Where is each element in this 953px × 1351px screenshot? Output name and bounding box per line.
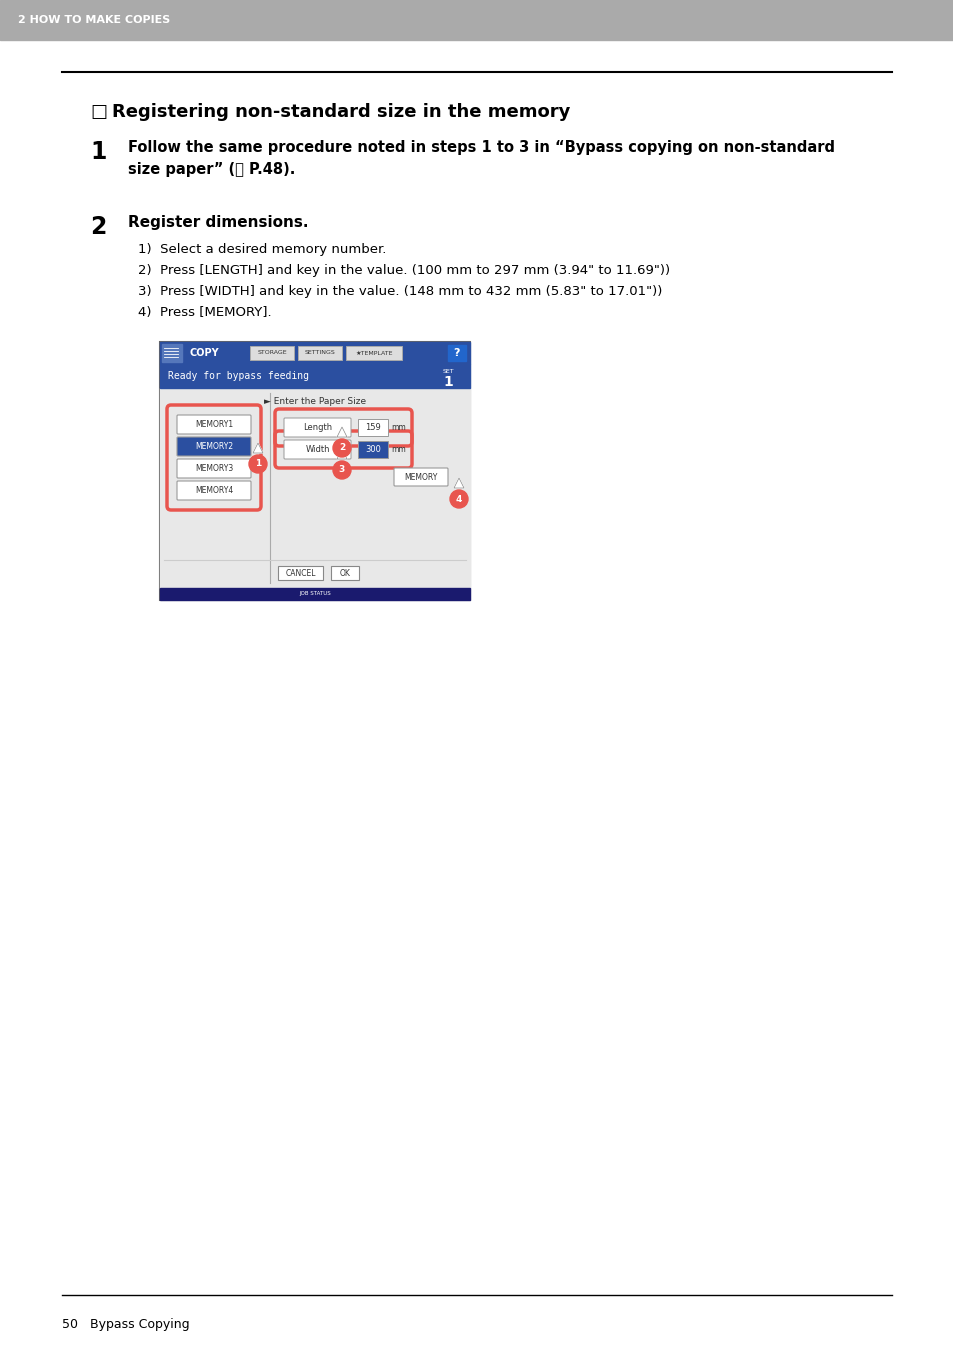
Bar [162, 345, 182, 362]
Bar [160, 588, 470, 600]
Text: Length: Length [303, 423, 332, 432]
Text: 2: 2 [338, 443, 345, 453]
Text: MEMORY2: MEMORY2 [194, 442, 233, 451]
Circle shape [333, 439, 351, 457]
Circle shape [249, 455, 267, 473]
Text: 1)  Select a desired memory number.: 1) Select a desired memory number. [138, 243, 386, 255]
Text: 2: 2 [90, 215, 107, 239]
Bar [160, 363, 470, 388]
Text: 1: 1 [254, 459, 261, 469]
Text: 2 HOW TO MAKE COPIES: 2 HOW TO MAKE COPIES [18, 15, 170, 26]
Text: □: □ [90, 103, 107, 122]
Text: ★TEMPLATE: ★TEMPLATE [355, 350, 393, 355]
FancyBboxPatch shape [394, 467, 448, 486]
Polygon shape [454, 478, 463, 488]
Text: Follow the same procedure noted in steps 1 to 3 in “Bypass copying on non-standa: Follow the same procedure noted in steps… [128, 141, 834, 155]
Text: MEMORY3: MEMORY3 [194, 463, 233, 473]
Bar [160, 342, 470, 363]
FancyBboxPatch shape [177, 436, 251, 457]
FancyBboxPatch shape [177, 481, 251, 500]
Text: Registering non-standard size in the memory: Registering non-standard size in the mem… [112, 103, 570, 122]
Circle shape [333, 461, 351, 480]
Text: 4)  Press [MEMORY].: 4) Press [MEMORY]. [138, 305, 272, 319]
Polygon shape [336, 449, 347, 459]
Text: 159: 159 [365, 423, 380, 432]
Text: SETTINGS: SETTINGS [304, 350, 335, 355]
FancyBboxPatch shape [284, 440, 351, 459]
Text: STORAGE: STORAGE [257, 350, 287, 355]
Bar [357, 419, 388, 436]
Bar [448, 345, 465, 361]
Polygon shape [336, 427, 347, 436]
Text: 300: 300 [365, 444, 380, 454]
Text: Width: Width [305, 444, 330, 454]
Text: SET: SET [442, 369, 454, 374]
Bar [160, 342, 470, 600]
Polygon shape [253, 443, 263, 453]
Text: MEMORY1: MEMORY1 [194, 420, 233, 430]
Text: Register dimensions.: Register dimensions. [128, 215, 308, 230]
Text: mm: mm [391, 423, 405, 432]
Text: 2)  Press [LENGTH] and key in the value. (100 mm to 297 mm (3.94" to 11.69")): 2) Press [LENGTH] and key in the value. … [138, 263, 669, 277]
FancyBboxPatch shape [177, 459, 251, 478]
Bar [346, 346, 401, 359]
Text: 1: 1 [442, 376, 453, 389]
Text: JOB STATUS: JOB STATUS [299, 592, 331, 597]
Text: MEMORY4: MEMORY4 [194, 486, 233, 494]
Text: COPY: COPY [190, 349, 219, 358]
Text: size paper” (⎙ P.48).: size paper” (⎙ P.48). [128, 162, 295, 177]
Text: 3: 3 [338, 466, 345, 474]
Bar [331, 566, 358, 580]
Circle shape [450, 490, 468, 508]
FancyBboxPatch shape [177, 415, 251, 434]
Text: Ready for bypass feeding: Ready for bypass feeding [168, 372, 309, 381]
Text: 4: 4 [456, 494, 461, 504]
Text: ?: ? [454, 349, 459, 358]
Text: MEMORY: MEMORY [404, 473, 437, 481]
Bar [0, 0, 953, 41]
Text: 50   Bypass Copying: 50 Bypass Copying [62, 1319, 190, 1331]
Text: ► Enter the Paper Size: ► Enter the Paper Size [264, 397, 366, 407]
Bar [277, 566, 323, 580]
Text: CANCEL: CANCEL [285, 569, 315, 577]
Bar [250, 346, 294, 359]
Bar [160, 388, 470, 588]
Text: 3)  Press [WIDTH] and key in the value. (148 mm to 432 mm (5.83" to 17.01")): 3) Press [WIDTH] and key in the value. (… [138, 285, 661, 299]
Text: mm: mm [391, 444, 405, 454]
Bar [357, 440, 388, 458]
Text: OK: OK [339, 569, 350, 577]
Text: 1: 1 [90, 141, 107, 163]
Bar [297, 346, 341, 359]
FancyBboxPatch shape [284, 417, 351, 436]
